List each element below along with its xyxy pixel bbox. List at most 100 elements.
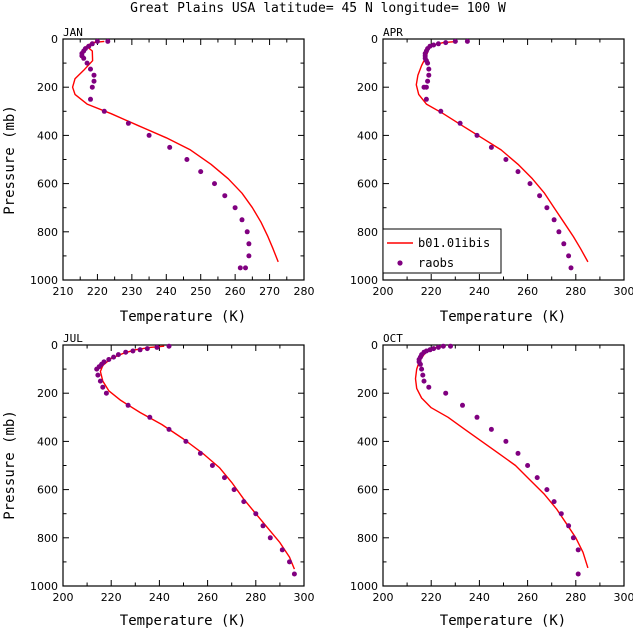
raobs-point bbox=[253, 511, 258, 516]
raobs-point bbox=[138, 347, 143, 352]
raobs-point bbox=[426, 385, 431, 390]
x-tick-label: 260 bbox=[517, 285, 538, 298]
raobs-point bbox=[147, 415, 152, 420]
raobs-point bbox=[287, 559, 292, 564]
raobs-point bbox=[126, 403, 131, 408]
raobs-point bbox=[145, 346, 150, 351]
y-axis-title: Pressure (mb) bbox=[2, 105, 18, 215]
raobs-point bbox=[436, 41, 441, 46]
raobs-point bbox=[233, 205, 238, 210]
raobs-point bbox=[537, 193, 542, 198]
raobs-point bbox=[210, 463, 215, 468]
raobs-point bbox=[92, 73, 97, 78]
raobs-point bbox=[92, 79, 97, 84]
raobs-point bbox=[552, 499, 557, 504]
raobs-point bbox=[556, 229, 561, 234]
x-tick-label: 280 bbox=[245, 591, 266, 604]
y-tick-label: 400 bbox=[37, 129, 58, 142]
raobs-point bbox=[535, 475, 540, 480]
raobs-point bbox=[420, 373, 425, 378]
raobs-point bbox=[280, 547, 285, 552]
y-tick-label: 200 bbox=[357, 387, 378, 400]
x-tick-label: 240 bbox=[156, 285, 177, 298]
raobs-point bbox=[426, 67, 431, 72]
raobs-point bbox=[489, 145, 494, 150]
raobs-point bbox=[268, 535, 273, 540]
x-tick-label: 300 bbox=[614, 591, 633, 604]
y-tick-label: 400 bbox=[357, 129, 378, 142]
raobs-point bbox=[85, 61, 90, 66]
raobs-point bbox=[419, 367, 424, 372]
raobs-point bbox=[569, 265, 574, 270]
raobs-point bbox=[90, 85, 95, 90]
raobs-point bbox=[460, 403, 465, 408]
raobs-point bbox=[422, 379, 427, 384]
raobs-point bbox=[566, 253, 571, 258]
raobs-point bbox=[576, 547, 581, 552]
y-axis-title: Pressure (mb) bbox=[2, 410, 18, 520]
raobs-point bbox=[441, 344, 446, 349]
raobs-point bbox=[503, 157, 508, 162]
x-tick-label: 220 bbox=[101, 591, 122, 604]
panel-label: APR bbox=[383, 26, 403, 39]
raobs-point bbox=[576, 572, 581, 577]
raobs-point bbox=[448, 344, 453, 349]
y-tick-label: 1000 bbox=[350, 580, 378, 593]
legend-dot-swatch bbox=[397, 260, 402, 265]
raobs-point bbox=[475, 415, 480, 420]
x-tick-label: 270 bbox=[259, 285, 280, 298]
raobs-point bbox=[106, 357, 111, 362]
raobs-point bbox=[544, 487, 549, 492]
raobs-point bbox=[425, 79, 430, 84]
raobs-point bbox=[126, 121, 131, 126]
y-tick-label: 1000 bbox=[30, 274, 58, 287]
x-tick-label: 280 bbox=[565, 591, 586, 604]
legend-model-label: b01.01ibis bbox=[418, 236, 490, 250]
y-tick-label: 0 bbox=[371, 339, 378, 352]
x-tick-label: 240 bbox=[149, 591, 170, 604]
y-tick-label: 0 bbox=[371, 33, 378, 46]
raobs-point bbox=[102, 109, 107, 114]
model-profile-line bbox=[416, 346, 588, 568]
raobs-point bbox=[95, 39, 100, 44]
raobs-point bbox=[130, 349, 135, 354]
raobs-point bbox=[116, 352, 121, 357]
raobs-point bbox=[552, 217, 557, 222]
y-tick-label: 800 bbox=[357, 226, 378, 239]
y-tick-label: 600 bbox=[357, 178, 378, 191]
raobs-point bbox=[425, 61, 430, 66]
y-tick-label: 600 bbox=[37, 484, 58, 497]
y-tick-label: 800 bbox=[357, 532, 378, 545]
x-axis-title: Temperature (K) bbox=[440, 613, 566, 629]
raobs-point bbox=[438, 109, 443, 114]
x-axis-title: Temperature (K) bbox=[440, 309, 566, 325]
model-profile-line bbox=[73, 41, 279, 262]
raobs-point bbox=[422, 85, 427, 90]
x-tick-label: 260 bbox=[225, 285, 246, 298]
x-axis-title: Temperature (K) bbox=[120, 613, 246, 629]
raobs-point bbox=[222, 475, 227, 480]
plot-frame bbox=[383, 345, 624, 586]
x-axis-title: Temperature (K) bbox=[120, 309, 246, 325]
x-tick-label: 240 bbox=[469, 285, 490, 298]
raobs-point bbox=[94, 367, 99, 372]
raobs-point bbox=[88, 67, 93, 72]
x-tick-label: 300 bbox=[614, 285, 633, 298]
panel-label: JUL bbox=[63, 332, 83, 345]
y-tick-label: 400 bbox=[37, 435, 58, 448]
raobs-point bbox=[100, 385, 105, 390]
panel-label: OCT bbox=[383, 332, 403, 345]
raobs-point bbox=[424, 97, 429, 102]
raobs-point bbox=[98, 379, 103, 384]
raobs-point bbox=[559, 511, 564, 516]
raobs-point bbox=[155, 345, 160, 350]
y-tick-label: 600 bbox=[37, 178, 58, 191]
y-tick-label: 400 bbox=[357, 435, 378, 448]
raobs-point bbox=[525, 463, 530, 468]
x-tick-label: 280 bbox=[565, 285, 586, 298]
y-tick-label: 0 bbox=[51, 339, 58, 352]
raobs-point bbox=[443, 40, 448, 45]
